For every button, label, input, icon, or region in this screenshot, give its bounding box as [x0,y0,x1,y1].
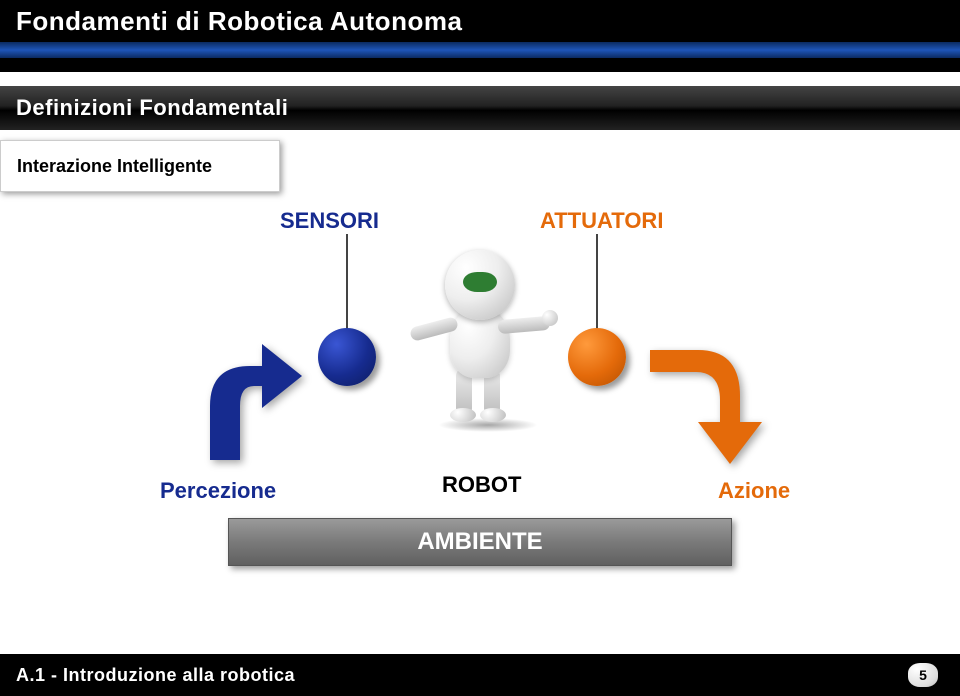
action-arrow-icon [640,310,800,480]
section-title: Definizioni Fondamentali [16,95,288,121]
page-number: 5 [919,667,927,683]
actuators-label: ATTUATORI [540,208,663,234]
robot-icon [420,250,540,420]
actuators-connector [596,234,598,330]
header-band: Fondamenti di Robotica Autonoma [0,0,960,72]
environment-label: AMBIENTE [417,528,542,556]
topic-box: Interazione Intelligente [0,140,280,192]
environment-box: AMBIENTE [228,518,732,566]
footer-text: A.1 - Introduzione alla robotica [16,665,295,686]
perception-arrow-icon [150,310,310,470]
robot-interaction-diagram: SENSORI ATTUATORI Percezione ROBOT Azion… [0,200,960,620]
action-label: Azione [718,478,790,504]
sensors-node [318,328,376,386]
robot-label: ROBOT [442,472,521,498]
page-title: Fondamenti di Robotica Autonoma [16,6,462,37]
topic-label: Interazione Intelligente [17,156,212,177]
footer-band: A.1 - Introduzione alla robotica 5 [0,654,960,696]
page-number-pill: 5 [908,663,938,687]
actuators-node [568,328,626,386]
perception-label: Percezione [160,478,276,504]
sensors-connector [346,234,348,330]
sensors-label: SENSORI [280,208,379,234]
subheader-band: Definizioni Fondamentali [0,86,960,130]
